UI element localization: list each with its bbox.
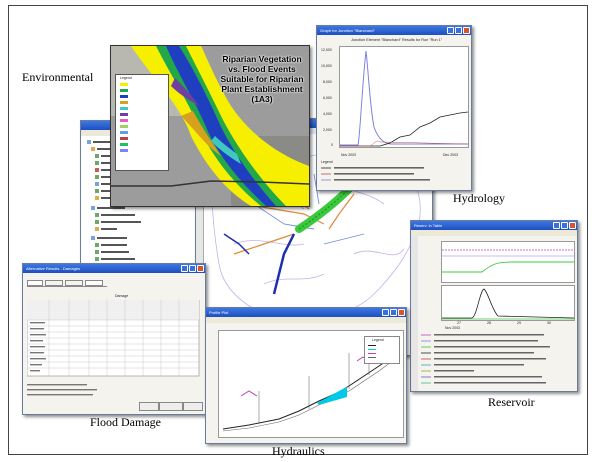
caption-reservoir: Reservoir — [488, 395, 535, 409]
menu-bar — [206, 317, 406, 323]
x-start-label: Nov 2003 — [341, 153, 356, 157]
map-legend: Legend — [115, 74, 169, 171]
maximize-button[interactable] — [390, 309, 397, 316]
maximize-button[interactable] — [455, 27, 462, 34]
y-tick: 0 — [331, 143, 333, 147]
maximize-button[interactable] — [189, 265, 196, 272]
reservoir-legend — [421, 334, 550, 384]
x-label: 29 — [517, 321, 521, 325]
damage-notes — [27, 384, 97, 396]
legend-header: Legend — [321, 160, 333, 164]
title-bar: Profile Plot — [206, 308, 406, 317]
close-button[interactable] — [463, 27, 470, 34]
y-tick: 4,000 — [323, 112, 332, 116]
tool-bar — [196, 128, 432, 134]
map-title: Riparian Vegetation vs. Flood Events Sui… — [220, 54, 304, 104]
map-toolbox — [196, 134, 204, 355]
reservoir-window[interactable]: Reserv. in Table 27 28 29 30 Nov 2003 — [410, 220, 578, 392]
maximize-button[interactable] — [561, 222, 568, 229]
window-title: Reserv. in Table — [414, 223, 443, 228]
open-button[interactable] — [159, 402, 183, 411]
table-title: Damage — [115, 294, 129, 298]
window-title: Alternative Results - Damages — [26, 266, 81, 271]
y-tick: 6,000 — [323, 96, 332, 100]
y-tick: 8,000 — [323, 80, 332, 84]
x-label: 30 — [547, 321, 551, 325]
reservoir-toolbar — [411, 236, 418, 391]
y-tick: 2,000 — [323, 128, 332, 132]
caption-flood-damage: Flood Damage — [90, 415, 161, 429]
close-button[interactable] — [569, 222, 576, 229]
title-bar — [196, 119, 432, 128]
window-title: Graph for Junction "Blanchard" — [320, 28, 375, 33]
print-button[interactable] — [139, 402, 159, 411]
hydrograph-plot — [339, 46, 469, 148]
caption-environmental: Environmental — [22, 70, 94, 84]
caption-hydraulics: Hydraulics — [272, 444, 325, 458]
environmental-map-window[interactable]: Legend Riparian Vegetation vs. Flood Eve… — [110, 45, 310, 207]
x-month: Nov 2003 — [445, 326, 460, 330]
y-tick: 10,000 — [321, 64, 332, 68]
x-label: 28 — [487, 321, 491, 325]
damage-table — [27, 300, 200, 377]
flood-damage-window[interactable]: Alternative Results - Damages Damage — [22, 263, 206, 415]
close-dialog-button[interactable] — [183, 402, 203, 411]
close-button[interactable] — [398, 309, 405, 316]
tab-strip[interactable] — [27, 280, 107, 287]
menu-bar — [411, 230, 577, 236]
legend-title: Legend — [372, 338, 384, 342]
close-button[interactable] — [197, 265, 204, 272]
window-title: Profile Plot — [209, 310, 229, 315]
flow-plot — [441, 285, 575, 321]
minimize-button[interactable] — [553, 222, 560, 229]
hydro-legend — [321, 167, 430, 181]
hydrology-graph-window[interactable]: Graph for Junction "Blanchard" Junction … — [316, 25, 472, 191]
minimize-button[interactable] — [382, 309, 389, 316]
minimize-button[interactable] — [181, 265, 188, 272]
x-label: 27 — [457, 321, 461, 325]
title-bar: Alternative Results - Damages — [23, 264, 205, 273]
caption-hydrology: Hydrology — [453, 191, 505, 205]
plot-title: Junction Element "Blanchard" Results for… — [351, 38, 443, 42]
profile-legend: Legend — [364, 336, 400, 364]
x-end-label: Dec 2003 — [443, 153, 458, 157]
elevation-plot — [441, 241, 575, 283]
y-tick: 12,000 — [321, 48, 332, 52]
minimize-button[interactable] — [447, 27, 454, 34]
title-bar: Reserv. in Table — [411, 221, 577, 230]
title-bar: Graph for Junction "Blanchard" — [317, 26, 471, 35]
hydraulics-profile-window[interactable]: Profile Plot Legend — [205, 307, 407, 444]
